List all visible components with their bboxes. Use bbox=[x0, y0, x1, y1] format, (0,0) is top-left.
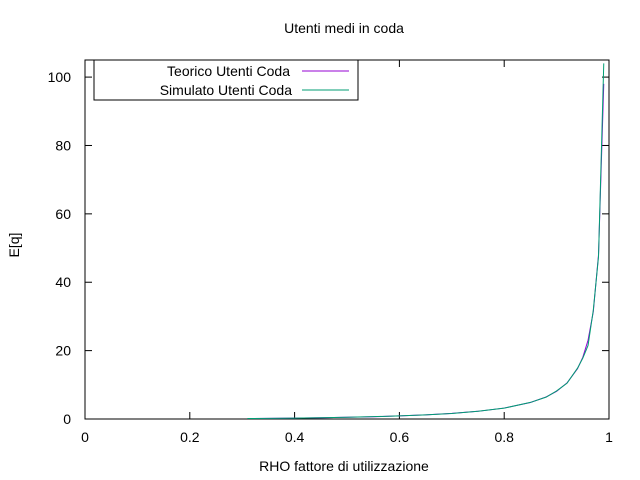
y-tick-label: 0 bbox=[63, 411, 71, 427]
legend-label-simulato: Simulato Utenti Coda bbox=[160, 82, 293, 98]
legend-box bbox=[93, 59, 359, 101]
x-tick-label: 0.8 bbox=[494, 429, 514, 445]
y-tick-label: 40 bbox=[55, 274, 71, 290]
axis-ticks: 0 0.2 0.4 0.6 0.8 1 0 20 40 60 80 100 bbox=[48, 60, 613, 445]
series-layer bbox=[247, 63, 605, 420]
series-line-teorico bbox=[247, 83, 605, 420]
x-tick-label: 1 bbox=[605, 429, 613, 445]
y-tick-label: 80 bbox=[55, 137, 71, 153]
plot-area-border bbox=[84, 59, 610, 420]
series-line-simulato bbox=[247, 63, 605, 420]
y-axis-label: E[q] bbox=[6, 233, 22, 258]
x-tick-label: 0.4 bbox=[285, 429, 305, 445]
x-tick-label: 0 bbox=[81, 429, 89, 445]
y-tick-label: 20 bbox=[55, 343, 71, 359]
legend: Teorico Utenti Coda Simulato Utenti Coda bbox=[93, 59, 359, 101]
y-tick-label: 60 bbox=[55, 206, 71, 222]
y-tick-label: 100 bbox=[48, 69, 72, 85]
legend-label-teorico: Teorico Utenti Coda bbox=[167, 63, 290, 79]
chart-title: Utenti medi in coda bbox=[284, 20, 404, 36]
x-tick-label: 0.6 bbox=[390, 429, 410, 445]
x-tick-label: 0.2 bbox=[180, 429, 200, 445]
x-axis-label: RHO fattore di utilizzazione bbox=[259, 458, 429, 474]
